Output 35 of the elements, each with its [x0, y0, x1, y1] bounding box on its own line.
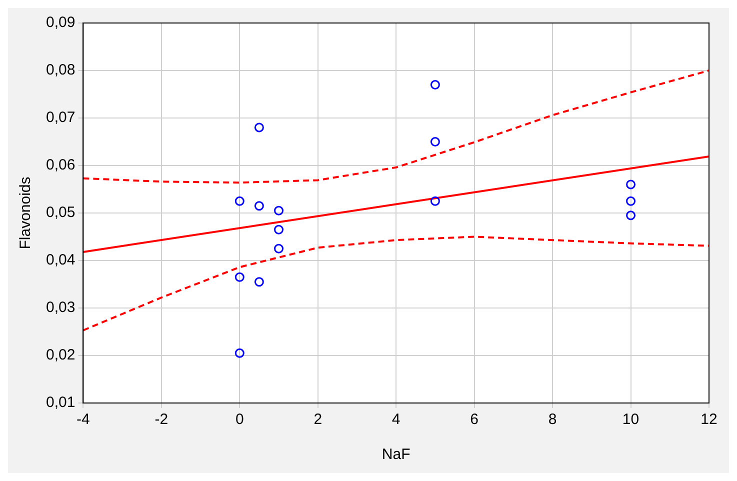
point — [234, 272, 244, 282]
y-tick-label: 0,03 — [46, 299, 76, 316]
point — [234, 348, 244, 358]
x-tick-label: -2 — [154, 411, 168, 428]
x-tick-label: 8 — [548, 411, 557, 428]
point — [274, 244, 284, 254]
point — [430, 196, 440, 206]
x-tick-label: 12 — [700, 411, 718, 428]
y-tick-label: 0,07 — [46, 109, 76, 126]
point — [254, 122, 264, 132]
x-tick-label: 10 — [622, 411, 640, 428]
point — [254, 277, 264, 287]
y-tick-label: 0,06 — [46, 156, 76, 174]
y-axis-title: Flavonoids — [17, 176, 34, 250]
y-tick-label: 0,08 — [46, 62, 76, 79]
x-axis-title: NaF — [382, 446, 410, 464]
point — [234, 196, 244, 206]
point — [274, 224, 284, 234]
y-tick-label: 0,01 — [46, 394, 76, 412]
point — [274, 206, 284, 216]
x-tick-label: -4 — [76, 411, 90, 428]
point — [430, 137, 440, 146]
point — [430, 80, 440, 90]
point — [626, 196, 636, 206]
x-tick-label: 6 — [470, 411, 478, 428]
point — [626, 180, 636, 190]
y-tick-label: 0,04 — [46, 252, 76, 269]
x-tick-label: 0 — [235, 411, 244, 428]
y-tick-label: 0,02 — [46, 346, 76, 364]
x-tick-label: 2 — [314, 411, 322, 428]
y-tick-label: 0,05 — [46, 204, 76, 222]
x-tick-label: 4 — [392, 411, 400, 428]
point — [626, 210, 636, 220]
point — [254, 201, 264, 211]
y-tick-label: 0,09 — [46, 14, 76, 32]
